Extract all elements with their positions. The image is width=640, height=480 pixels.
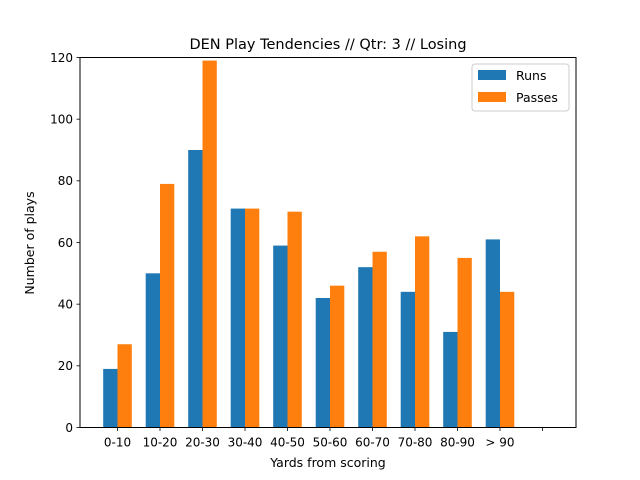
x-tick-label: 30-40 [228,436,263,450]
bar-passes-1 [160,183,175,428]
y-tick-label: 100 [50,112,73,126]
bar-runs-6 [358,267,373,428]
x-tick-label: 0-10 [104,436,131,450]
y-tick-label: 60 [58,236,73,250]
y-tick-label: 80 [58,174,73,188]
x-tick-label: 60-70 [355,436,390,450]
x-tick-label: > 90 [485,436,514,450]
bar-passes-6 [372,251,387,428]
bar-runs-2 [188,150,203,428]
y-tick-label: 20 [58,359,73,373]
x-axis-ticks: 0-10 10-20 20-30 30-40 40-50 50-60 60-70 70-80 8… [104,427,543,450]
x-tick-label: 20-30 [185,436,220,450]
legend-swatch-passes [478,92,506,102]
x-tick-label: 10-20 [143,436,178,450]
x-axis-label: Yards from scoring [269,455,385,470]
legend-label-passes: Passes [516,90,558,105]
y-tick-label: 120 [50,51,73,65]
chart-title: DEN Play Tendencies // Qtr: 3 // Losing [189,37,466,53]
bar-passes-9 [500,291,515,428]
bar-runs-1 [145,273,160,428]
x-tick-label: 40-50 [270,436,305,450]
x-tick-label: 80-90 [440,436,475,450]
bar-runs-5 [315,298,330,428]
y-axis-ticks: 0 20 40 60 80 100 120 [50,51,80,435]
y-tick-label: 0 [65,421,73,435]
x-tick-label: 50-60 [313,436,348,450]
bar-runs-0 [103,368,118,428]
y-tick-label: 40 [58,297,73,311]
bar-passes-7 [415,236,430,428]
plot-frame [79,57,577,428]
bar-passes-4 [287,211,302,428]
bar-passes-2 [202,60,217,428]
bar-runs-3 [230,208,245,428]
bar-passes-3 [245,208,260,428]
bar-runs-7 [400,291,415,428]
x-tick-label: 70-80 [398,436,433,450]
bar-passes-8 [457,257,472,428]
bars-group [103,60,515,428]
legend-label-runs: Runs [516,68,546,83]
legend: Runs Passes [471,63,570,112]
bar-runs-9 [485,239,500,428]
y-axis-label: Number of plays [22,191,37,294]
bar-runs-4 [273,245,288,428]
bar-runs-8 [443,331,458,428]
legend-swatch-runs [478,70,506,80]
bar-passes-5 [330,285,345,428]
bar-passes-0 [117,344,132,428]
